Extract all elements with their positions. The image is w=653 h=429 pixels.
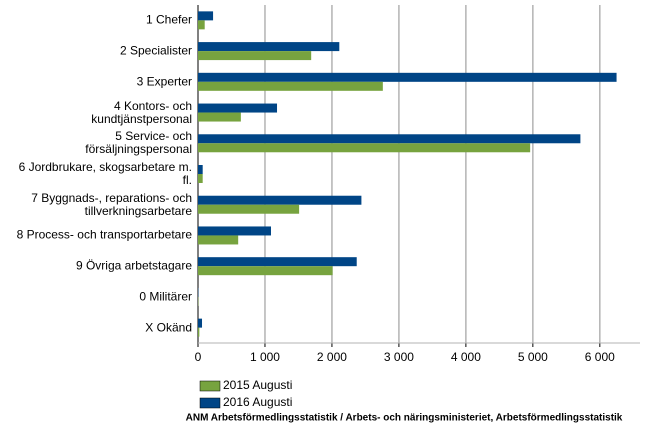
bar bbox=[198, 266, 333, 276]
bar bbox=[198, 195, 362, 205]
bar bbox=[198, 318, 203, 328]
category-label: 2 Specialister bbox=[119, 43, 192, 58]
bar bbox=[198, 257, 357, 267]
bar bbox=[198, 42, 340, 52]
x-tick-label: 1 000 bbox=[250, 350, 280, 364]
bar bbox=[198, 11, 214, 21]
category-label: 9 Övriga arbetstagare bbox=[75, 258, 192, 273]
bar bbox=[198, 204, 300, 214]
category-label: 8 Process- och transportarbetare bbox=[16, 227, 192, 242]
source: ANM Arbetsförmedlingsstatistik / Arbets-… bbox=[186, 413, 623, 424]
bar bbox=[198, 165, 203, 174]
bar bbox=[198, 235, 239, 245]
category-label: 0 Militärer bbox=[139, 289, 192, 304]
legend-swatch bbox=[199, 397, 221, 409]
bar bbox=[198, 174, 203, 183]
bar bbox=[198, 134, 581, 144]
x-tick-label: 0 bbox=[195, 350, 202, 364]
bar bbox=[198, 20, 205, 30]
category-label: 6 Jordbrukare, skogsarbetare m. fl. bbox=[18, 160, 192, 187]
category-label: X Okänd bbox=[145, 320, 192, 335]
bar bbox=[198, 327, 200, 337]
legend-label: 2016 Augusti bbox=[223, 395, 292, 409]
bar bbox=[198, 81, 383, 91]
bar bbox=[198, 112, 241, 122]
x-tick-label: 3 000 bbox=[384, 350, 414, 364]
bar bbox=[198, 226, 271, 236]
bar bbox=[198, 51, 312, 61]
category-label: 3 Experter bbox=[136, 74, 192, 89]
legend-swatch bbox=[199, 380, 221, 392]
bar bbox=[198, 72, 617, 82]
x-tick-label: 2 000 bbox=[317, 350, 347, 364]
x-tick-label: 6 000 bbox=[585, 350, 615, 364]
bar bbox=[198, 103, 278, 113]
x-tick-label: 5 000 bbox=[518, 350, 548, 364]
category-label: 7 Byggnads-, reparations- och tillverkni… bbox=[31, 190, 192, 218]
bar bbox=[198, 143, 531, 153]
x-tick-label: 4 000 bbox=[451, 350, 481, 364]
legend-label: 2015 Augusti bbox=[223, 378, 292, 392]
category-label: 5 Service- och försäljningspersonal bbox=[85, 129, 192, 157]
category-label: 4 Kontors- och kundtjänstpersonal bbox=[91, 98, 192, 126]
category-label: 1 Chefer bbox=[145, 12, 192, 27]
